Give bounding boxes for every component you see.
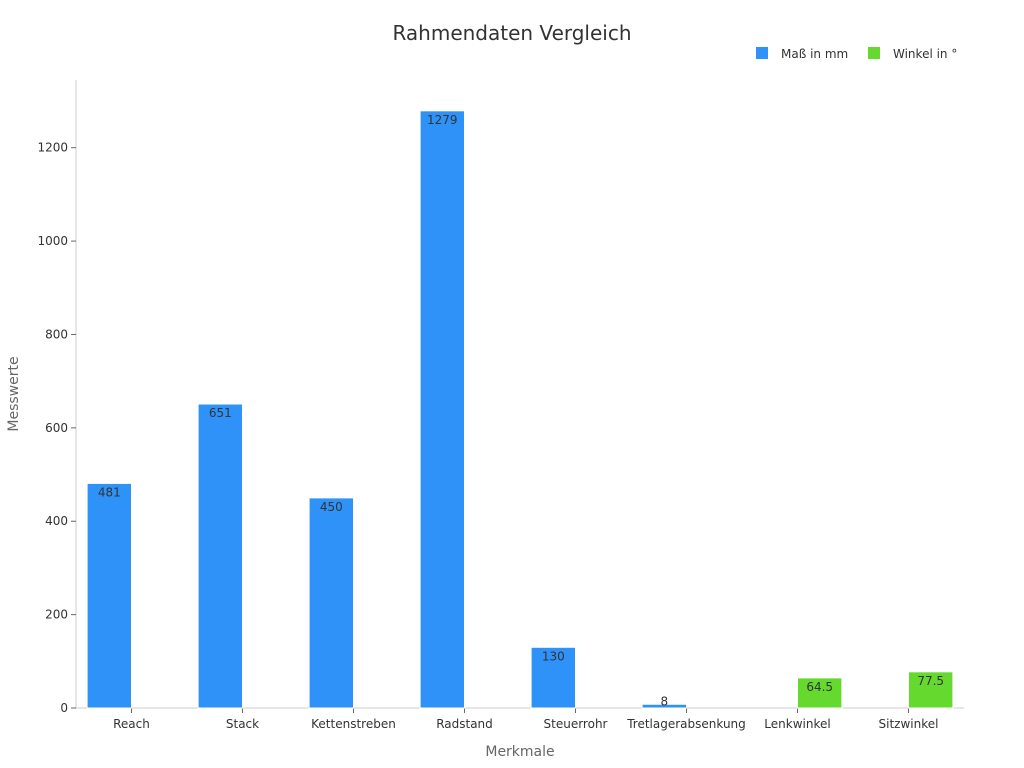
bar-value-label: 77.5 — [917, 674, 944, 688]
bar-value-label: 481 — [98, 485, 121, 499]
bar — [419, 110, 466, 709]
bar — [197, 403, 244, 709]
x-ticks: Reach Stack Kettenstreben Radstand Steuerroh… — [113, 708, 938, 731]
y-tick-label: 1000 — [37, 234, 68, 248]
x-tick-label: Stack — [226, 717, 259, 731]
y-tick-label: 200 — [45, 608, 68, 622]
bar — [908, 671, 954, 709]
bar-value-label: 130 — [542, 649, 565, 663]
x-axis-title: Merkmale — [485, 744, 554, 760]
bar-value-label: 8 — [660, 694, 668, 708]
bars: 481 651 450 1279 130 8 64.5 77.5 — [86, 110, 954, 709]
x-tick-label: Lenkwinkel — [764, 717, 830, 731]
bar-value-label: 651 — [209, 406, 232, 420]
bar — [797, 677, 843, 709]
bar-value-label: 450 — [320, 500, 343, 514]
legend-swatch — [868, 47, 880, 59]
x-tick-label: Reach — [113, 717, 150, 731]
legend-swatch — [756, 47, 768, 59]
x-tick-label: Sitzwinkel — [879, 717, 939, 731]
bar — [86, 482, 132, 709]
x-tick-label: Tretlagerabsenkung — [626, 717, 746, 731]
y-axis-title: Messwerte — [6, 356, 22, 431]
legend: Maß in mm Winkel in ° — [756, 47, 957, 61]
bar — [308, 497, 355, 709]
x-tick-label: Kettenstreben — [311, 717, 396, 731]
y-tick-label: 400 — [45, 514, 68, 528]
bar-value-label: 64.5 — [806, 680, 833, 694]
y-tick-label: 1200 — [37, 141, 68, 155]
x-tick-label: Steuerrohr — [544, 717, 608, 731]
y-ticks: 0 200 400 600 800 1000 1200 — [37, 141, 76, 715]
y-tick-label: 800 — [45, 327, 68, 341]
x-tick-label: Radstand — [436, 717, 493, 731]
bar-value-label: 1279 — [427, 113, 458, 127]
bar — [530, 646, 576, 709]
chart-title: Rahmendaten Vergleich — [392, 21, 631, 45]
y-tick-label: 600 — [45, 421, 68, 435]
y-tick-label: 0 — [60, 701, 68, 715]
bar — [641, 703, 687, 709]
legend-label: Winkel in ° — [893, 47, 957, 61]
legend-label: Maß in mm — [781, 47, 848, 61]
